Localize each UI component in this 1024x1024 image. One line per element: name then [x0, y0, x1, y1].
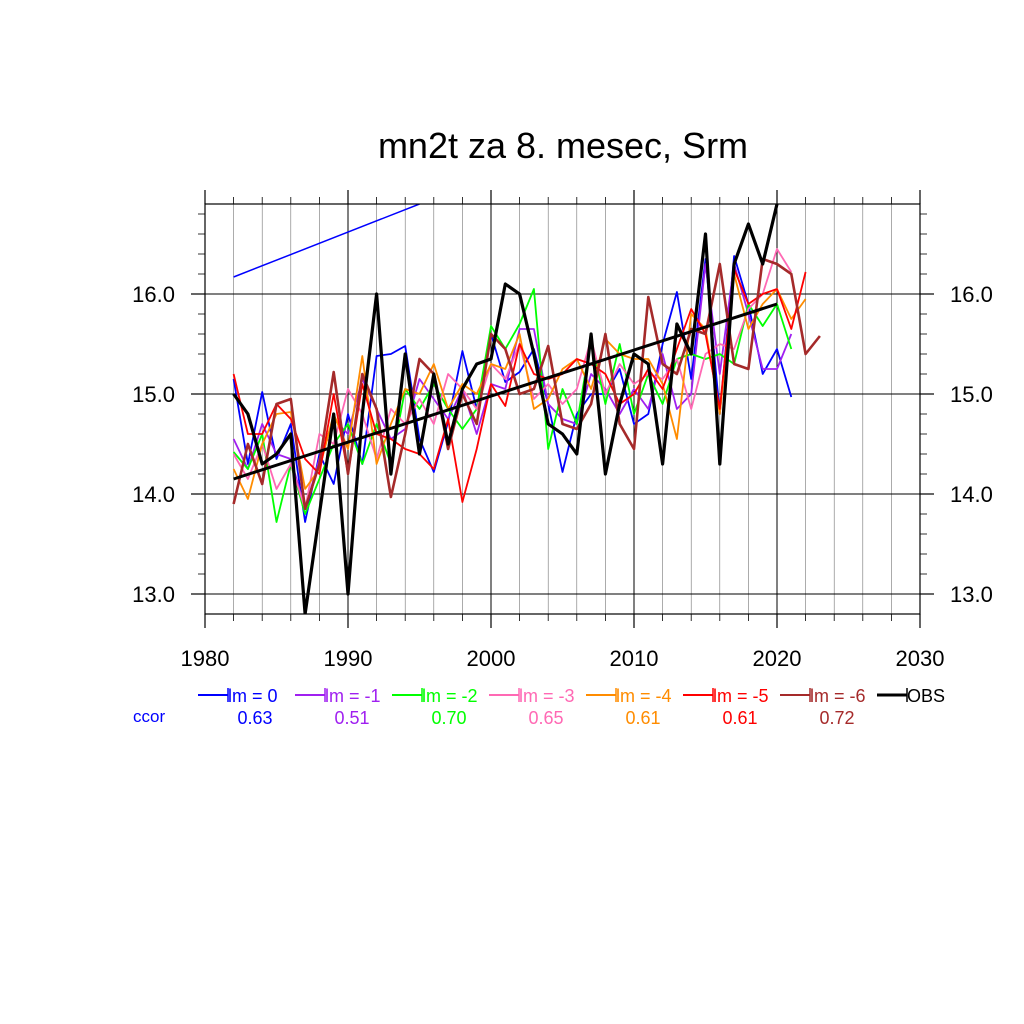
trend-line-1 [233, 204, 420, 278]
y-tick-label-left: 13.0 [132, 582, 175, 607]
y-tick-label-left: 16.0 [132, 282, 175, 307]
legend-label-3: lm = -3 [519, 686, 575, 706]
legend-label-1: lm = -1 [325, 686, 381, 706]
y-tick-label-right: 14.0 [950, 482, 993, 507]
series-line-7 [232, 204, 779, 614]
legend-ccor-1: 0.51 [334, 708, 369, 728]
legend-label-6: lm = -6 [810, 686, 866, 706]
x-tick-label: 2030 [896, 646, 945, 671]
trend-lines [233, 204, 778, 481]
legend-ccor-0: 0.63 [237, 708, 272, 728]
y-tick-label-left: 15.0 [132, 382, 175, 407]
x-tick-label: 2010 [610, 646, 659, 671]
y-tick-label-right: 15.0 [950, 382, 993, 407]
ccor-label: ccor [133, 707, 165, 726]
legend-ccor-5: 0.61 [722, 708, 757, 728]
y-tick-label-right: 13.0 [950, 582, 993, 607]
x-tick-label: 1980 [181, 646, 230, 671]
series-lines [232, 204, 821, 614]
trend-line-0 [233, 302, 778, 481]
chart-title: mn2t za 8. mesec, Srm [378, 125, 748, 166]
legend-label-2: lm = -2 [422, 686, 478, 706]
tick-labels: 1980 1990 2000 2010 2020 2030 13.0 13.0 14.0 14.0… [132, 282, 993, 671]
axis-ticks [191, 190, 934, 628]
legend-label-0: lm = 0 [228, 686, 278, 706]
series-line-6 [232, 257, 821, 511]
legend-label-5: lm = -5 [713, 686, 769, 706]
series-line-5 [232, 268, 807, 503]
legend-ccor-4: 0.61 [625, 708, 660, 728]
legend-label-4: lm = -4 [616, 686, 672, 706]
x-tick-label: 2000 [467, 646, 516, 671]
x-tick-label: 2020 [753, 646, 802, 671]
y-tick-label-right: 16.0 [950, 282, 993, 307]
plot-frame [204, 203, 921, 615]
legend-ccor-3: 0.65 [528, 708, 563, 728]
x-tick-label: 1990 [324, 646, 373, 671]
legend-ccor-6: 0.72 [819, 708, 854, 728]
y-tick-label-left: 14.0 [132, 482, 175, 507]
legend-ccor-2: 0.70 [431, 708, 466, 728]
grid [205, 204, 920, 614]
legend-label-7: OBS [907, 686, 945, 706]
